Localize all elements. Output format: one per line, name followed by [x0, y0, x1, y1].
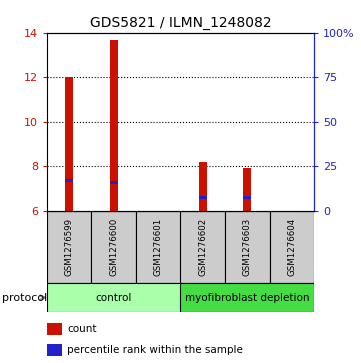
Bar — [243, 168, 251, 211]
Bar — [180, 283, 314, 312]
Bar — [243, 196, 251, 199]
Text: count: count — [67, 324, 96, 334]
Bar — [199, 196, 207, 199]
Bar — [47, 211, 91, 283]
Text: GSM1276599: GSM1276599 — [65, 218, 74, 276]
Bar — [91, 211, 136, 283]
Bar — [47, 323, 62, 335]
Text: GSM1276603: GSM1276603 — [243, 218, 252, 276]
Bar — [199, 162, 207, 211]
Bar — [47, 344, 62, 356]
Bar — [270, 211, 314, 283]
Text: GSM1276604: GSM1276604 — [287, 218, 296, 276]
Bar — [65, 77, 73, 211]
Text: GSM1276602: GSM1276602 — [198, 218, 207, 276]
Title: GDS5821 / ILMN_1248082: GDS5821 / ILMN_1248082 — [90, 16, 271, 30]
Text: GSM1276601: GSM1276601 — [154, 218, 163, 276]
Bar — [110, 181, 118, 184]
Bar — [180, 211, 225, 283]
Text: percentile rank within the sample: percentile rank within the sample — [67, 345, 243, 355]
Bar — [65, 179, 73, 182]
Bar — [47, 283, 180, 312]
Text: control: control — [96, 293, 132, 303]
Bar — [225, 211, 270, 283]
Bar — [110, 40, 118, 211]
Bar — [136, 211, 180, 283]
Text: protocol: protocol — [2, 293, 47, 303]
Text: myofibroblast depletion: myofibroblast depletion — [185, 293, 309, 303]
Text: GSM1276600: GSM1276600 — [109, 218, 118, 276]
